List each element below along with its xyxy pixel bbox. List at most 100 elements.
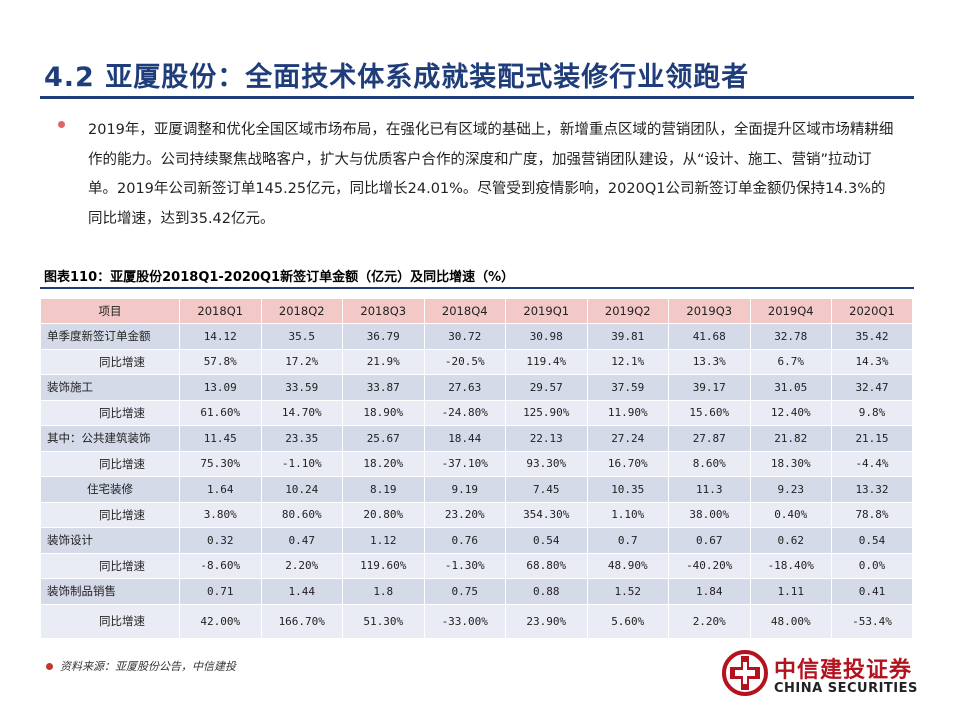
row-label: 同比增速 [40,603,180,639]
table-cell: 27.24 [586,425,669,452]
table-cell: 166.70% [260,603,343,639]
table-cell: 1.84 [668,578,751,605]
table-cell: 18.90% [342,399,425,426]
header-period: 2018Q1 [179,298,262,324]
table-cell: -33.00% [423,603,506,639]
table-cell: 57.8% [179,348,262,375]
table-cell: 0.88 [505,578,588,605]
bullet-icon [58,121,65,128]
header-period: 2018Q2 [260,298,343,324]
table-cell: 23.20% [423,501,506,528]
table-cell: 1.8 [342,578,425,605]
table-cell: 23.90% [505,603,588,639]
table-cell: 8.19 [342,476,425,503]
table-cell: 39.17 [668,374,751,401]
table-cell: 18.20% [342,450,425,477]
table-cell: 10.24 [260,476,343,503]
table-cell: 35.5 [260,323,343,350]
china-securities-logo-icon [722,650,768,696]
page-title: 4.2 亚厦股份：全面技术体系成就装配式装修行业领跑者 [44,62,750,93]
table-cell: 11.45 [179,425,262,452]
table-cell: 61.60% [179,399,262,426]
table-row: 同比增速 42.00% 166.70% 51.30% -33.00% 23.90% 5.60… [40,603,913,639]
logo-text-cn: 中信建投证券 [774,658,913,683]
table-cell: 0.54 [831,527,913,554]
table-cell: 9.8% [831,399,913,426]
table-cell: -20.5% [423,348,506,375]
table-cell: 3.80% [179,501,262,528]
table-cell: 37.59 [586,374,669,401]
table-cell: 30.98 [505,323,588,350]
table-cell: 0.71 [179,578,262,605]
table-cell: 7.45 [505,476,588,503]
table-cell: 17.2% [260,348,343,375]
header-item: 项目 [40,298,180,324]
table-cell: 18.30% [749,450,832,477]
table-cell: 41.68 [668,323,751,350]
table-cell: 0.7 [586,527,669,554]
table-cell: 1.12 [342,527,425,554]
table-cell: 12.40% [749,399,832,426]
source-bullet-icon [46,663,53,670]
table-cell: 119.4% [505,348,588,375]
table-cell: -8.60% [179,552,262,579]
row-label: 装饰制品销售 [40,578,180,605]
header-period: 2020Q1 [831,298,913,324]
table-cell: 2.20% [260,552,343,579]
row-label: 单季度新签订单金额 [40,323,180,350]
table-cell: 21.15 [831,425,913,452]
table-cell: 13.3% [668,348,751,375]
table-cell: 13.32 [831,476,913,503]
table-cell: 27.87 [668,425,751,452]
header-period: 2018Q4 [423,298,506,324]
table-cell: 35.42 [831,323,913,350]
table-cell: 9.23 [749,476,832,503]
table-cell: 12.1% [586,348,669,375]
table-cell: 31.05 [749,374,832,401]
table-cell: 33.59 [260,374,343,401]
table-cell: 14.3% [831,348,913,375]
table-cell: -18.40% [749,552,832,579]
table-cell: 93.30% [505,450,588,477]
row-label: 同比增速 [40,552,180,579]
table-row: 同比增速 75.30% -1.10% 18.20% -37.10% 93.30% 16.70… [40,450,913,477]
table-cell: 22.13 [505,425,588,452]
table-cell: 6.7% [749,348,832,375]
table-cell: -24.80% [423,399,506,426]
table-cell: 39.81 [586,323,669,350]
table-row: 其中：公共建筑装饰 11.45 23.35 25.67 18.44 22.13 27.24 2… [40,425,913,452]
table-cell: 16.70% [586,450,669,477]
row-label: 同比增速 [40,450,180,477]
table-cell: 0.62 [749,527,832,554]
table-row: 同比增速 3.80% 80.60% 20.80% 23.20% 354.30% 1.10% 3… [40,501,913,528]
table-cell: 0.54 [505,527,588,554]
table-row: 同比增速 61.60% 14.70% 18.90% -24.80% 125.90% 11.9… [40,399,913,426]
table-caption: 图表110：亚厦股份2018Q1-2020Q1新签订单金额（亿元）及同比增速（%… [44,270,515,285]
table-cell: 125.90% [505,399,588,426]
company-logo: 中信建投证券 CHINA SECURITIES [722,650,922,710]
table-cell: 0.47 [260,527,343,554]
table-cell: 78.8% [831,501,913,528]
header-period: 2019Q2 [586,298,669,324]
table-cell: -4.4% [831,450,913,477]
logo-text-en: CHINA SECURITIES [774,681,918,696]
table-cell: 23.35 [260,425,343,452]
table-cell: 15.60% [668,399,751,426]
orders-table: 项目 2018Q1 2018Q2 2018Q3 2018Q4 2019Q1 2019Q2 20… [40,298,913,639]
table-cell: 27.63 [423,374,506,401]
table-cell: 1.44 [260,578,343,605]
table-header-row: 项目 2018Q1 2018Q2 2018Q3 2018Q4 2019Q1 2019Q2 20… [40,298,913,324]
table-cell: 13.09 [179,374,262,401]
row-label: 同比增速 [40,399,180,426]
table-cell: 30.72 [423,323,506,350]
table-row: 住宅装修 1.64 10.24 8.19 9.19 7.45 10.35 11.3 9.23 13… [40,476,913,503]
table-cell: -37.10% [423,450,506,477]
table-cell: -1.10% [260,450,343,477]
header-period: 2019Q4 [749,298,832,324]
table-cell: 11.90% [586,399,669,426]
table-cell: 0.75 [423,578,506,605]
table-cell: 10.35 [586,476,669,503]
table-cell: 0.76 [423,527,506,554]
table-cell: 14.12 [179,323,262,350]
row-label: 其中：公共建筑装饰 [40,425,180,452]
